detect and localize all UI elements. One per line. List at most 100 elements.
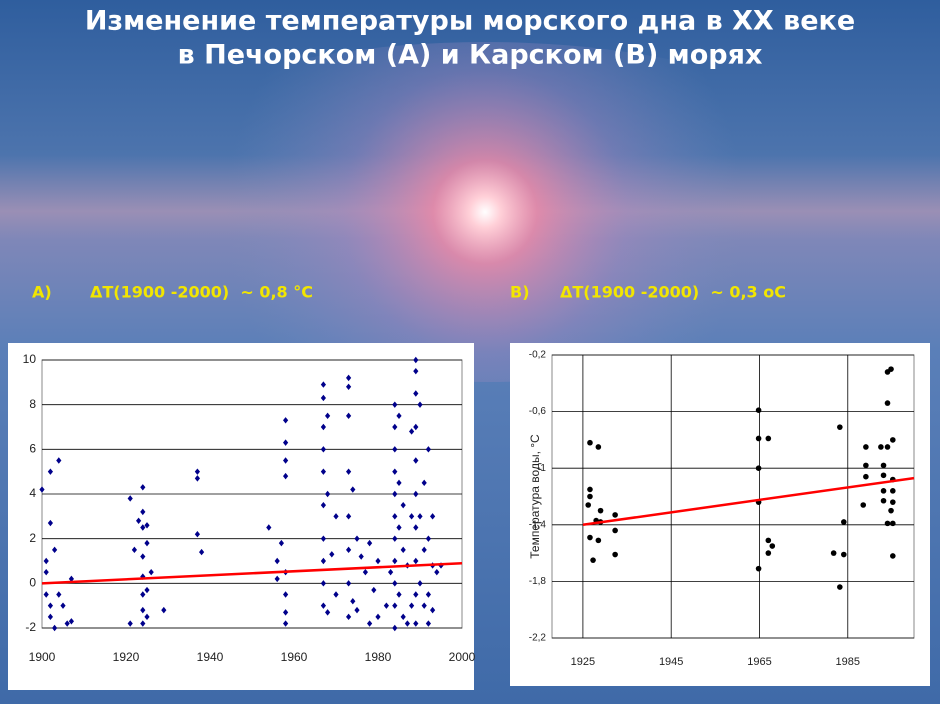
data-point — [863, 462, 869, 469]
data-point — [346, 546, 352, 554]
data-point — [400, 613, 406, 621]
data-point — [283, 591, 289, 598]
data-point — [590, 557, 596, 563]
data-point — [890, 437, 896, 443]
y-axis-title: Температура воды, °C — [528, 434, 542, 559]
data-point — [283, 417, 289, 424]
data-point — [283, 457, 289, 464]
data-point — [612, 512, 618, 518]
x-tick-label: 1900 — [29, 650, 56, 664]
data-point — [884, 520, 891, 527]
data-point — [400, 501, 406, 509]
data-point — [320, 557, 326, 565]
y-tick-label: -0,2 — [529, 350, 547, 361]
data-point — [413, 423, 419, 431]
data-point — [39, 486, 45, 493]
data-point — [434, 568, 440, 576]
data-point — [144, 539, 150, 547]
chart-label: A) — [32, 283, 52, 302]
data-point — [413, 490, 419, 498]
data-point — [392, 624, 398, 632]
data-point — [333, 513, 339, 520]
data-point — [320, 394, 326, 402]
data-point — [354, 606, 360, 614]
data-point — [320, 535, 326, 542]
data-point — [587, 534, 593, 541]
data-point — [587, 439, 593, 446]
data-point — [430, 513, 436, 520]
data-point — [266, 524, 272, 531]
data-point — [362, 568, 368, 576]
data-point — [43, 568, 49, 576]
data-point — [346, 374, 352, 382]
data-point — [585, 502, 591, 508]
data-point — [413, 457, 419, 464]
data-point — [350, 486, 356, 493]
data-point — [127, 620, 133, 627]
title-line: Изменение температуры морского дна в XX … — [85, 6, 855, 37]
y-tick-label: 8 — [29, 397, 36, 411]
data-point — [274, 557, 280, 565]
data-point — [68, 575, 74, 583]
chart-panel — [8, 343, 474, 690]
data-point — [346, 613, 352, 621]
data-point — [140, 524, 146, 531]
y-tick-label: -2,2 — [529, 633, 547, 644]
data-point — [199, 548, 205, 556]
data-point — [47, 468, 53, 475]
x-tick-label: 1945 — [659, 656, 683, 668]
data-point — [140, 606, 146, 614]
data-point — [140, 553, 146, 560]
data-point — [417, 513, 423, 520]
data-point — [587, 493, 593, 500]
data-point — [350, 598, 356, 605]
data-point — [769, 543, 776, 549]
data-point — [413, 620, 419, 627]
data-point — [194, 531, 200, 538]
data-point — [396, 479, 402, 487]
data-point — [56, 591, 62, 598]
data-point — [765, 550, 772, 556]
data-point — [47, 519, 53, 527]
data-point — [425, 620, 431, 627]
data-point — [755, 435, 762, 442]
data-point — [863, 444, 869, 450]
data-point — [417, 580, 423, 587]
data-point — [837, 584, 843, 590]
x-tick-label: 1920 — [113, 650, 140, 664]
data-point — [43, 557, 49, 565]
data-point — [409, 513, 415, 520]
x-tick-label: 1980 — [365, 650, 392, 664]
y-tick-label: -2 — [25, 620, 36, 634]
y-tick-label: 2 — [29, 531, 36, 545]
y-tick-label: -1,8 — [529, 576, 547, 587]
y-tick-label: 6 — [29, 442, 36, 456]
data-point — [878, 444, 884, 450]
data-point — [194, 468, 200, 475]
y-tick-label: -1 — [537, 463, 546, 474]
x-tick-label: 1960 — [281, 650, 308, 664]
data-point — [884, 369, 891, 375]
data-point — [131, 546, 137, 554]
data-point — [880, 472, 887, 479]
data-point — [283, 472, 289, 480]
data-point — [880, 488, 887, 494]
data-point — [413, 367, 419, 375]
x-tick-label: 1940 — [197, 650, 224, 664]
data-point — [64, 620, 70, 627]
data-point — [755, 565, 762, 572]
data-point — [830, 550, 837, 556]
data-point — [47, 613, 53, 621]
data-point — [392, 513, 398, 520]
data-point — [392, 423, 398, 431]
y-tick-label: 10 — [23, 352, 37, 366]
data-point — [140, 620, 146, 627]
data-point — [320, 501, 326, 509]
data-point — [325, 490, 331, 498]
data-point — [283, 609, 289, 616]
data-point — [43, 591, 49, 598]
data-point — [755, 407, 762, 413]
data-point — [392, 468, 398, 475]
y-tick-label: -0,6 — [529, 406, 547, 417]
